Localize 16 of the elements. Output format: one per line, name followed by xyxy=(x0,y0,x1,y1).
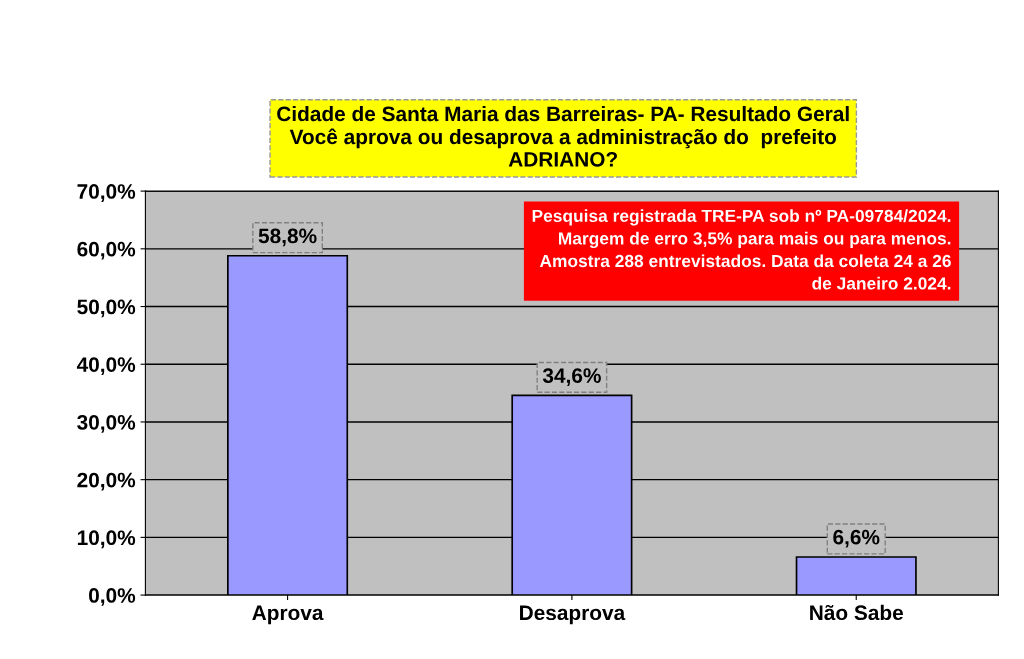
chart-title: Cidade de Santa Maria das Barreiras- PA- Resultado Geral Você aprova ou desaprova a administração do prefeito ADRIANO? xyxy=(277,105,849,167)
x-tick-label: Desaprova xyxy=(520,605,626,625)
y-tick-label: 60,0% xyxy=(77,241,136,260)
data-label: 6,6% xyxy=(833,529,880,548)
annotation: Pesquisa registrada TRE-PA sob nº PA-09784/2024. Margem de erro 3,5% para mais ou para menos. Amostra 288 entrevistados. Data da coleta 24 a 26 de Janeiro 2.024. xyxy=(532,209,951,290)
y-tick-label: 70,0% xyxy=(77,184,136,202)
y-tick-label: 20,0% xyxy=(77,472,136,491)
x-tick-label: Aprova xyxy=(252,605,324,625)
data-label: 58,8% xyxy=(258,228,317,247)
y-tick-label: 50,0% xyxy=(77,299,136,318)
y-tick-label: 30,0% xyxy=(77,414,136,433)
y-tick-label: 10,0% xyxy=(77,530,136,549)
data-label: 34,6% xyxy=(542,368,601,386)
y-tick-label: 0,0% xyxy=(89,588,136,606)
x-tick-label: Não Sabe xyxy=(810,604,903,621)
y-tick-label: 40,0% xyxy=(76,357,136,376)
